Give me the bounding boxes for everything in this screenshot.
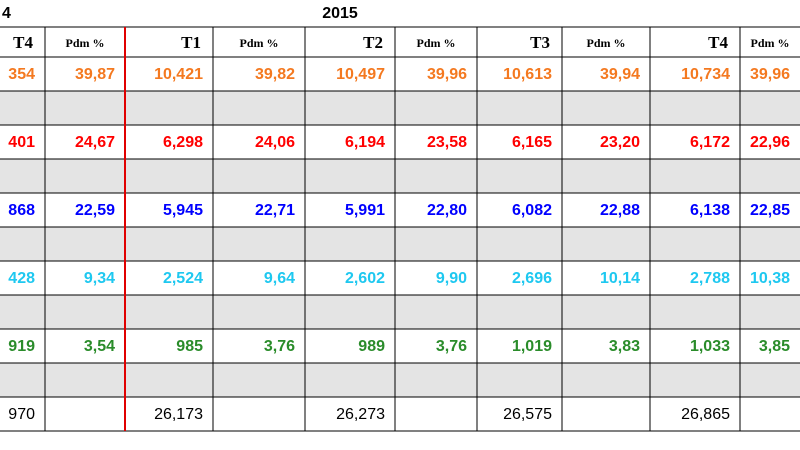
total-value: 26,273	[336, 406, 385, 423]
cell-value: 989	[358, 338, 385, 355]
cell-value: 2,788	[690, 270, 730, 287]
cell-value: 23,58	[427, 134, 467, 151]
column-header: T4	[708, 33, 728, 52]
cell-value: 9,90	[436, 270, 467, 287]
spacer-row	[0, 295, 800, 329]
cell-value: 24,06	[255, 134, 295, 151]
cell-value: 3,85	[759, 338, 790, 355]
cell-value: 2,696	[512, 270, 552, 287]
cell-value: 3,76	[436, 338, 467, 355]
total-value: 26,173	[154, 406, 203, 423]
cell-value: 2,602	[345, 270, 385, 287]
cell-value: 39,82	[255, 66, 295, 83]
cell-value: 39,87	[75, 66, 115, 83]
column-header: T1	[181, 33, 201, 52]
cell-value: 985	[176, 338, 203, 355]
cell-value: 10,734	[681, 66, 730, 83]
column-header: T4	[13, 33, 33, 52]
cell-value: 401	[8, 134, 35, 151]
total-value: 970	[8, 406, 35, 423]
cell-value: 10,38	[750, 270, 790, 287]
column-header: Pdm %	[751, 36, 790, 50]
column-header: Pdm %	[417, 36, 456, 50]
total-value: 26,865	[681, 406, 730, 423]
cell-value: 5,991	[345, 202, 385, 219]
cell-value: 6,172	[690, 134, 730, 151]
cell-value: 1,033	[690, 338, 730, 355]
cell-value: 22,85	[750, 202, 790, 219]
cell-value: 3,83	[609, 338, 640, 355]
column-header: Pdm %	[66, 36, 105, 50]
cell-value: 10,421	[154, 66, 203, 83]
cell-value: 22,96	[750, 134, 790, 151]
spacer-row	[0, 363, 800, 397]
cell-value: 6,165	[512, 134, 552, 151]
cell-value: 5,945	[163, 202, 203, 219]
total-value: 26,575	[503, 406, 552, 423]
spacer-row	[0, 159, 800, 193]
cell-value: 10,613	[503, 66, 552, 83]
cell-value: 22,80	[427, 202, 467, 219]
spacer-row	[0, 227, 800, 261]
cell-value: 10,14	[600, 270, 640, 287]
cell-value: 9,34	[84, 270, 115, 287]
cell-value: 39,94	[600, 66, 640, 83]
year-label: 2015	[322, 5, 358, 22]
cell-value: 22,88	[600, 202, 640, 219]
cell-value: 919	[8, 338, 35, 355]
column-header: Pdm %	[240, 36, 279, 50]
column-header: Pdm %	[587, 36, 626, 50]
cell-value: 39,96	[427, 66, 467, 83]
column-header: T3	[530, 33, 550, 52]
cell-value: 3,54	[84, 338, 115, 355]
cell-value: 3,76	[264, 338, 295, 355]
cell-value: 39,96	[750, 66, 790, 83]
cell-value: 2,524	[163, 270, 203, 287]
cell-value: 6,298	[163, 134, 203, 151]
cell-value: 868	[8, 202, 35, 219]
cell-value: 22,71	[255, 202, 295, 219]
column-header: T2	[363, 33, 383, 52]
cell-value: 9,64	[264, 270, 295, 287]
cell-value: 428	[8, 270, 35, 287]
cell-value: 354	[8, 66, 35, 83]
cell-value: 6,082	[512, 202, 552, 219]
cell-value: 6,138	[690, 202, 730, 219]
spacer-row	[0, 91, 800, 125]
cell-value: 24,67	[75, 134, 115, 151]
cell-value: 1,019	[512, 338, 552, 355]
year-label: 4	[2, 5, 11, 22]
cell-value: 6,194	[345, 134, 385, 151]
cell-value: 10,497	[336, 66, 385, 83]
cell-value: 23,20	[600, 134, 640, 151]
cell-value: 22,59	[75, 202, 115, 219]
